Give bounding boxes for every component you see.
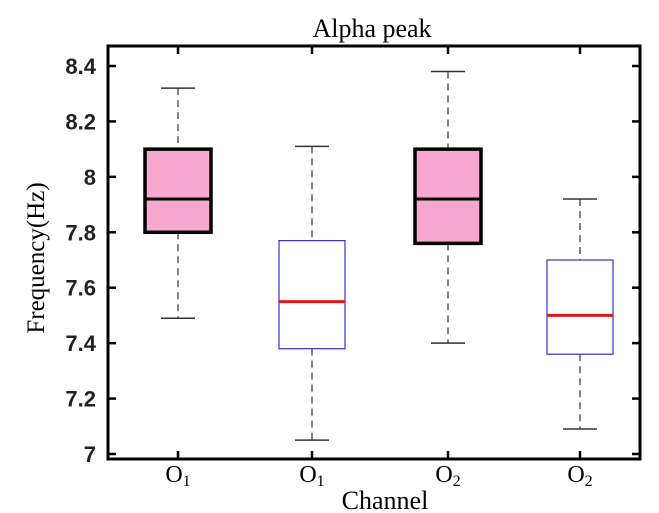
box xyxy=(546,259,614,355)
box xyxy=(278,240,346,350)
box xyxy=(413,147,483,246)
x-tick-label: O2 xyxy=(435,462,460,490)
y-tick-label: 8.4 xyxy=(65,54,96,79)
y-tick-label: 8.2 xyxy=(65,109,96,134)
chart-title: Alpha peak xyxy=(312,14,431,43)
box xyxy=(143,147,213,235)
y-tick-label: 7 xyxy=(84,442,96,467)
x-tick-label: O2 xyxy=(567,462,592,490)
y-tick-label: 7.4 xyxy=(65,331,96,356)
x-tick-label: O1 xyxy=(299,462,324,490)
plot-area: 7 7.2 7.4 7.6 7.8 8 8.2 8.4 O1 O1 O2 O2 xyxy=(65,44,642,490)
x-tick-label: O1 xyxy=(165,462,190,490)
y-tick-label: 7.6 xyxy=(65,276,96,301)
y-tick-label: 8 xyxy=(84,165,96,190)
y-axis-label: Frequency(Hz) xyxy=(23,182,50,333)
y-tick-label: 7.8 xyxy=(65,220,96,245)
y-tick-label: 7.2 xyxy=(65,387,96,412)
axes-frame xyxy=(106,44,642,461)
x-axis-label: Channel xyxy=(342,486,429,513)
